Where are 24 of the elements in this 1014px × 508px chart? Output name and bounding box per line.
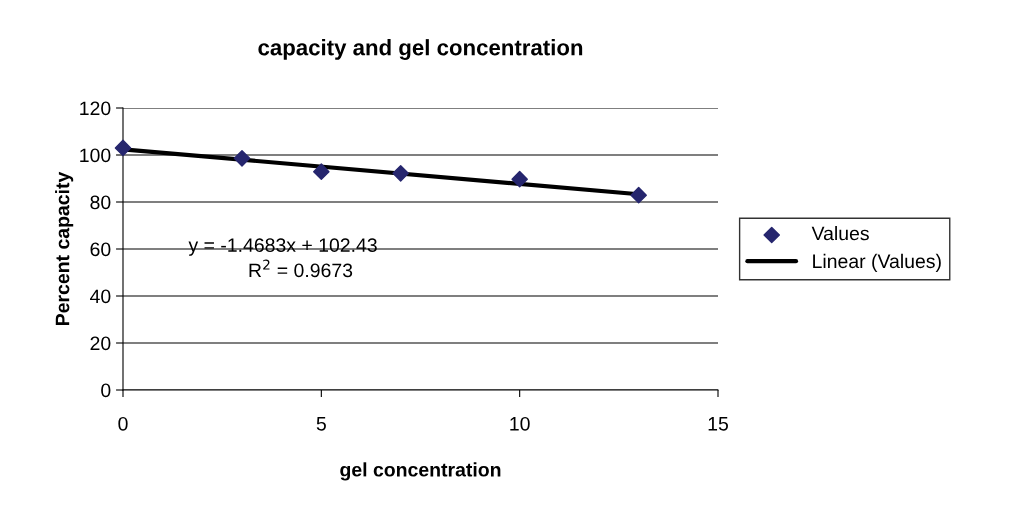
chart-title: capacity and gel concentration bbox=[258, 39, 583, 60]
point bbox=[114, 139, 132, 157]
annotation: y = -1.4683x + 102.43 bbox=[188, 238, 377, 256]
x-tick-label: 5 bbox=[316, 417, 326, 431]
point bbox=[233, 149, 251, 167]
point bbox=[511, 170, 528, 188]
x-tick-label: 10 bbox=[510, 416, 530, 431]
y-axis-title: Percent capacity bbox=[55, 171, 74, 325]
y-tick-label: 60 bbox=[90, 242, 111, 257]
y-tick-label: 100 bbox=[80, 148, 111, 163]
x-tick-label: 0 bbox=[118, 416, 128, 431]
y-tick-label: 40 bbox=[90, 289, 111, 304]
y-tick-label: 20 bbox=[90, 336, 111, 351]
point bbox=[630, 186, 647, 204]
annotation: R$^{2}$ = 0.9673 bbox=[249, 259, 353, 278]
point bbox=[392, 165, 409, 182]
x-axis-title: gel concentration bbox=[340, 462, 501, 481]
x-tick-label: 15 bbox=[708, 417, 728, 431]
legend-label: Values bbox=[811, 226, 869, 241]
y-tick-label: 120 bbox=[80, 101, 111, 116]
point bbox=[313, 163, 330, 180]
legend-label: Linear (Values) bbox=[813, 253, 941, 272]
y-tick-label: 80 bbox=[90, 195, 111, 210]
y-tick-label: 0 bbox=[101, 383, 111, 398]
